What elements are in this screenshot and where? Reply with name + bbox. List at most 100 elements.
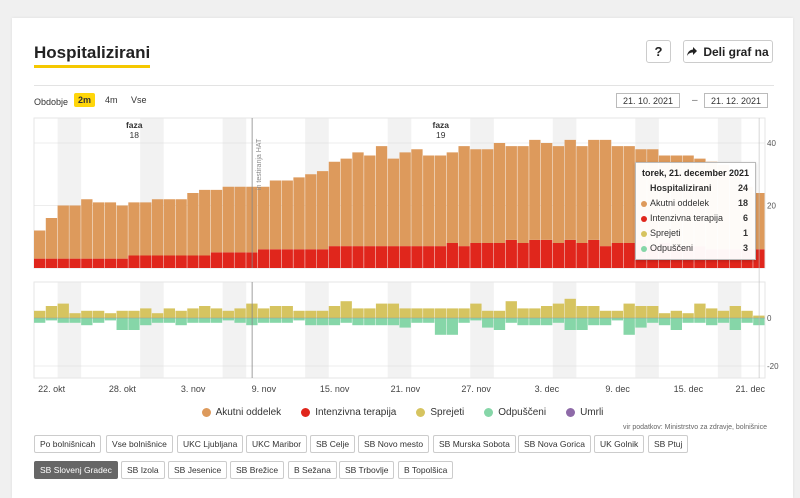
- icu-bar: [187, 255, 199, 268]
- hospital-button-sb-trbovlje[interactable]: SB Trbovlje: [339, 461, 395, 479]
- discharged-bar: [729, 318, 741, 330]
- weekend-shade: [635, 282, 659, 378]
- discharged-bar: [540, 318, 553, 326]
- acute-bar: [151, 199, 164, 256]
- acute-bar: [163, 199, 176, 256]
- discharged-bar: [34, 318, 46, 323]
- admitted-bar: [446, 308, 458, 318]
- discharged-bar: [375, 318, 388, 326]
- discharged-bar: [199, 318, 211, 323]
- tooltip-row-acute: Akutni oddelek 18: [641, 198, 748, 209]
- period-all-button[interactable]: Vse: [131, 95, 147, 105]
- discharged-bar: [670, 318, 682, 330]
- discharged-bar: [269, 318, 282, 323]
- legend-item-deceased[interactable]: Umrli: [566, 407, 603, 418]
- legend-item-admitted[interactable]: Sprejeti: [416, 407, 464, 418]
- discharged-bar: [140, 318, 152, 326]
- discharged-bar: [57, 318, 69, 323]
- hospital-button-sb-jesenice[interactable]: SB Jesenice: [168, 461, 228, 479]
- tooltip-row-icu: Intenzivna terapija 6: [641, 213, 748, 224]
- admitted-bar: [234, 308, 246, 318]
- period-2m-button[interactable]: 2m: [74, 93, 96, 107]
- hospital-button-sb-izola[interactable]: SB Izola: [121, 461, 165, 479]
- acute-bar: [552, 146, 565, 243]
- hospital-button-sb-murska-sobota[interactable]: SB Murska Sobota: [433, 435, 516, 453]
- help-button[interactable]: ?: [646, 40, 671, 63]
- phase-number: 18: [129, 130, 139, 140]
- admitted-bar: [729, 306, 741, 318]
- hospital-button-b-sezana[interactable]: B Sežana: [288, 461, 337, 479]
- admitted-bar: [175, 310, 187, 318]
- hospital-button-ukc-maribor[interactable]: UKC Maribor: [246, 435, 308, 453]
- legend-dot: [201, 408, 211, 417]
- acute-bar: [411, 149, 423, 247]
- legend-dot: [484, 408, 494, 417]
- admitted-bar: [81, 310, 93, 318]
- acute-bar: [92, 202, 105, 259]
- discharged-bar: [529, 318, 541, 326]
- share-icon: [687, 47, 698, 56]
- period-4m-button[interactable]: 4m: [105, 95, 118, 105]
- legend-item-acute[interactable]: Akutni oddelek: [201, 407, 281, 418]
- icu-bar: [210, 252, 223, 268]
- hospital-button-uk-golnik[interactable]: UK Golnik: [594, 435, 645, 453]
- discharged-bar: [611, 318, 624, 321]
- x-tick-label: 27. nov: [461, 384, 491, 394]
- acute-bar: [222, 186, 234, 253]
- x-tick-label: 21. dec: [735, 384, 765, 394]
- discharged-bar: [717, 318, 730, 323]
- top-y-tick-label: 40: [767, 139, 776, 148]
- icu-bar: [175, 255, 187, 268]
- admitted-bar: [517, 308, 529, 318]
- icu-bar: [281, 249, 293, 268]
- date-separator: –: [692, 95, 698, 106]
- share-button[interactable]: Deli graf na: [683, 40, 773, 63]
- admitted-bar: [69, 313, 81, 318]
- admitted-bar: [151, 313, 164, 318]
- icu-bar: [269, 249, 282, 268]
- discharged-bar: [399, 318, 411, 328]
- discharged-bar: [210, 318, 223, 323]
- discharged-bar: [281, 318, 293, 323]
- tooltip-label: Akutni oddelek: [650, 198, 710, 208]
- acute-bar: [375, 146, 388, 247]
- icu-bar: [470, 243, 482, 268]
- acute-bar: [234, 186, 246, 253]
- legend-item-icu[interactable]: Intenzivna terapija: [301, 407, 396, 418]
- hospital-button-ukc-ljubljana[interactable]: UKC Ljubljana: [177, 435, 244, 453]
- admitted-bar: [364, 308, 376, 318]
- tooltip-value: 24: [737, 183, 748, 193]
- hospital-button-sb-slovenj-gradec[interactable]: SB Slovenj Gradec: [34, 461, 118, 479]
- hospital-button-po-bolnisnicah[interactable]: Po bolnišnicah: [34, 435, 102, 453]
- discharged-bar: [92, 318, 105, 323]
- weekend-shade: [222, 282, 247, 378]
- tooltip-value: 1: [742, 228, 748, 238]
- legend-item-discharged[interactable]: Odpuščeni: [484, 407, 546, 418]
- x-tick-label: 28. okt: [109, 384, 137, 394]
- acute-bar: [187, 193, 199, 256]
- hospital-button-sb-novo-mesto[interactable]: SB Novo mesto: [358, 435, 430, 453]
- discharged-bar: [222, 318, 234, 321]
- acute-bar: [269, 180, 282, 250]
- hospital-button-b-topolsica[interactable]: B Topolšica: [398, 461, 454, 479]
- date-from-input[interactable]: 21. 10. 2021: [616, 93, 681, 108]
- admitted-bar: [658, 313, 671, 318]
- period-label: Obdobje: [34, 97, 69, 107]
- admitted-bar: [140, 308, 152, 318]
- hospital-button-sb-ptuj[interactable]: SB Ptuj: [648, 435, 689, 453]
- tooltip-row-admitted: Sprejeti 1: [641, 228, 748, 239]
- hospital-button-sb-celje[interactable]: SB Celje: [310, 435, 356, 453]
- hospital-button-vse[interactable]: Vse bolnišnice: [106, 435, 173, 453]
- icu-bar: [340, 246, 352, 268]
- icu-bar: [116, 258, 128, 268]
- x-tick-label: 15. dec: [674, 384, 704, 394]
- admitted-bar: [187, 308, 199, 318]
- admitted-bar: [269, 306, 282, 318]
- admitted-bar: [599, 310, 612, 318]
- hospital-button-sb-nova-gorica[interactable]: SB Nova Gorica: [518, 435, 591, 453]
- acute-bar: [210, 189, 223, 253]
- hospital-button-sb-brezice[interactable]: SB Brežice: [230, 461, 285, 479]
- date-to-input[interactable]: 21. 12. 2021: [704, 93, 769, 108]
- icu-bar: [258, 249, 270, 268]
- x-tick-label: 15. nov: [320, 384, 350, 394]
